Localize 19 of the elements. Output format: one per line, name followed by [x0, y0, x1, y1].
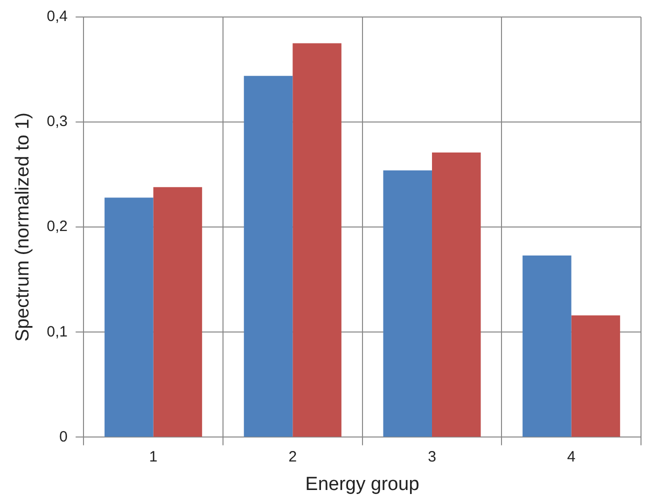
x-tick-label: 4 — [567, 448, 576, 466]
bar — [432, 152, 481, 437]
y-tick-label: 0,2 — [46, 218, 68, 236]
y-tick-label: 0,3 — [46, 113, 68, 130]
x-tick-label: 3 — [428, 448, 436, 466]
y-tick-label: 0 — [59, 428, 68, 446]
y-axis-title: Spectrum (normalized to 1) — [12, 112, 34, 342]
bar — [571, 315, 620, 437]
bar — [104, 198, 154, 437]
bar — [292, 43, 342, 437]
x-tick-label: 1 — [149, 448, 158, 466]
x-tick-label: 2 — [288, 448, 297, 466]
bar — [244, 76, 293, 437]
y-tick-label: 0,4 — [46, 8, 68, 26]
x-axis-title: Energy group — [305, 474, 420, 495]
bar — [153, 187, 202, 437]
bar — [383, 170, 432, 437]
bar — [522, 255, 572, 437]
y-tick-label: 0,1 — [46, 323, 68, 340]
